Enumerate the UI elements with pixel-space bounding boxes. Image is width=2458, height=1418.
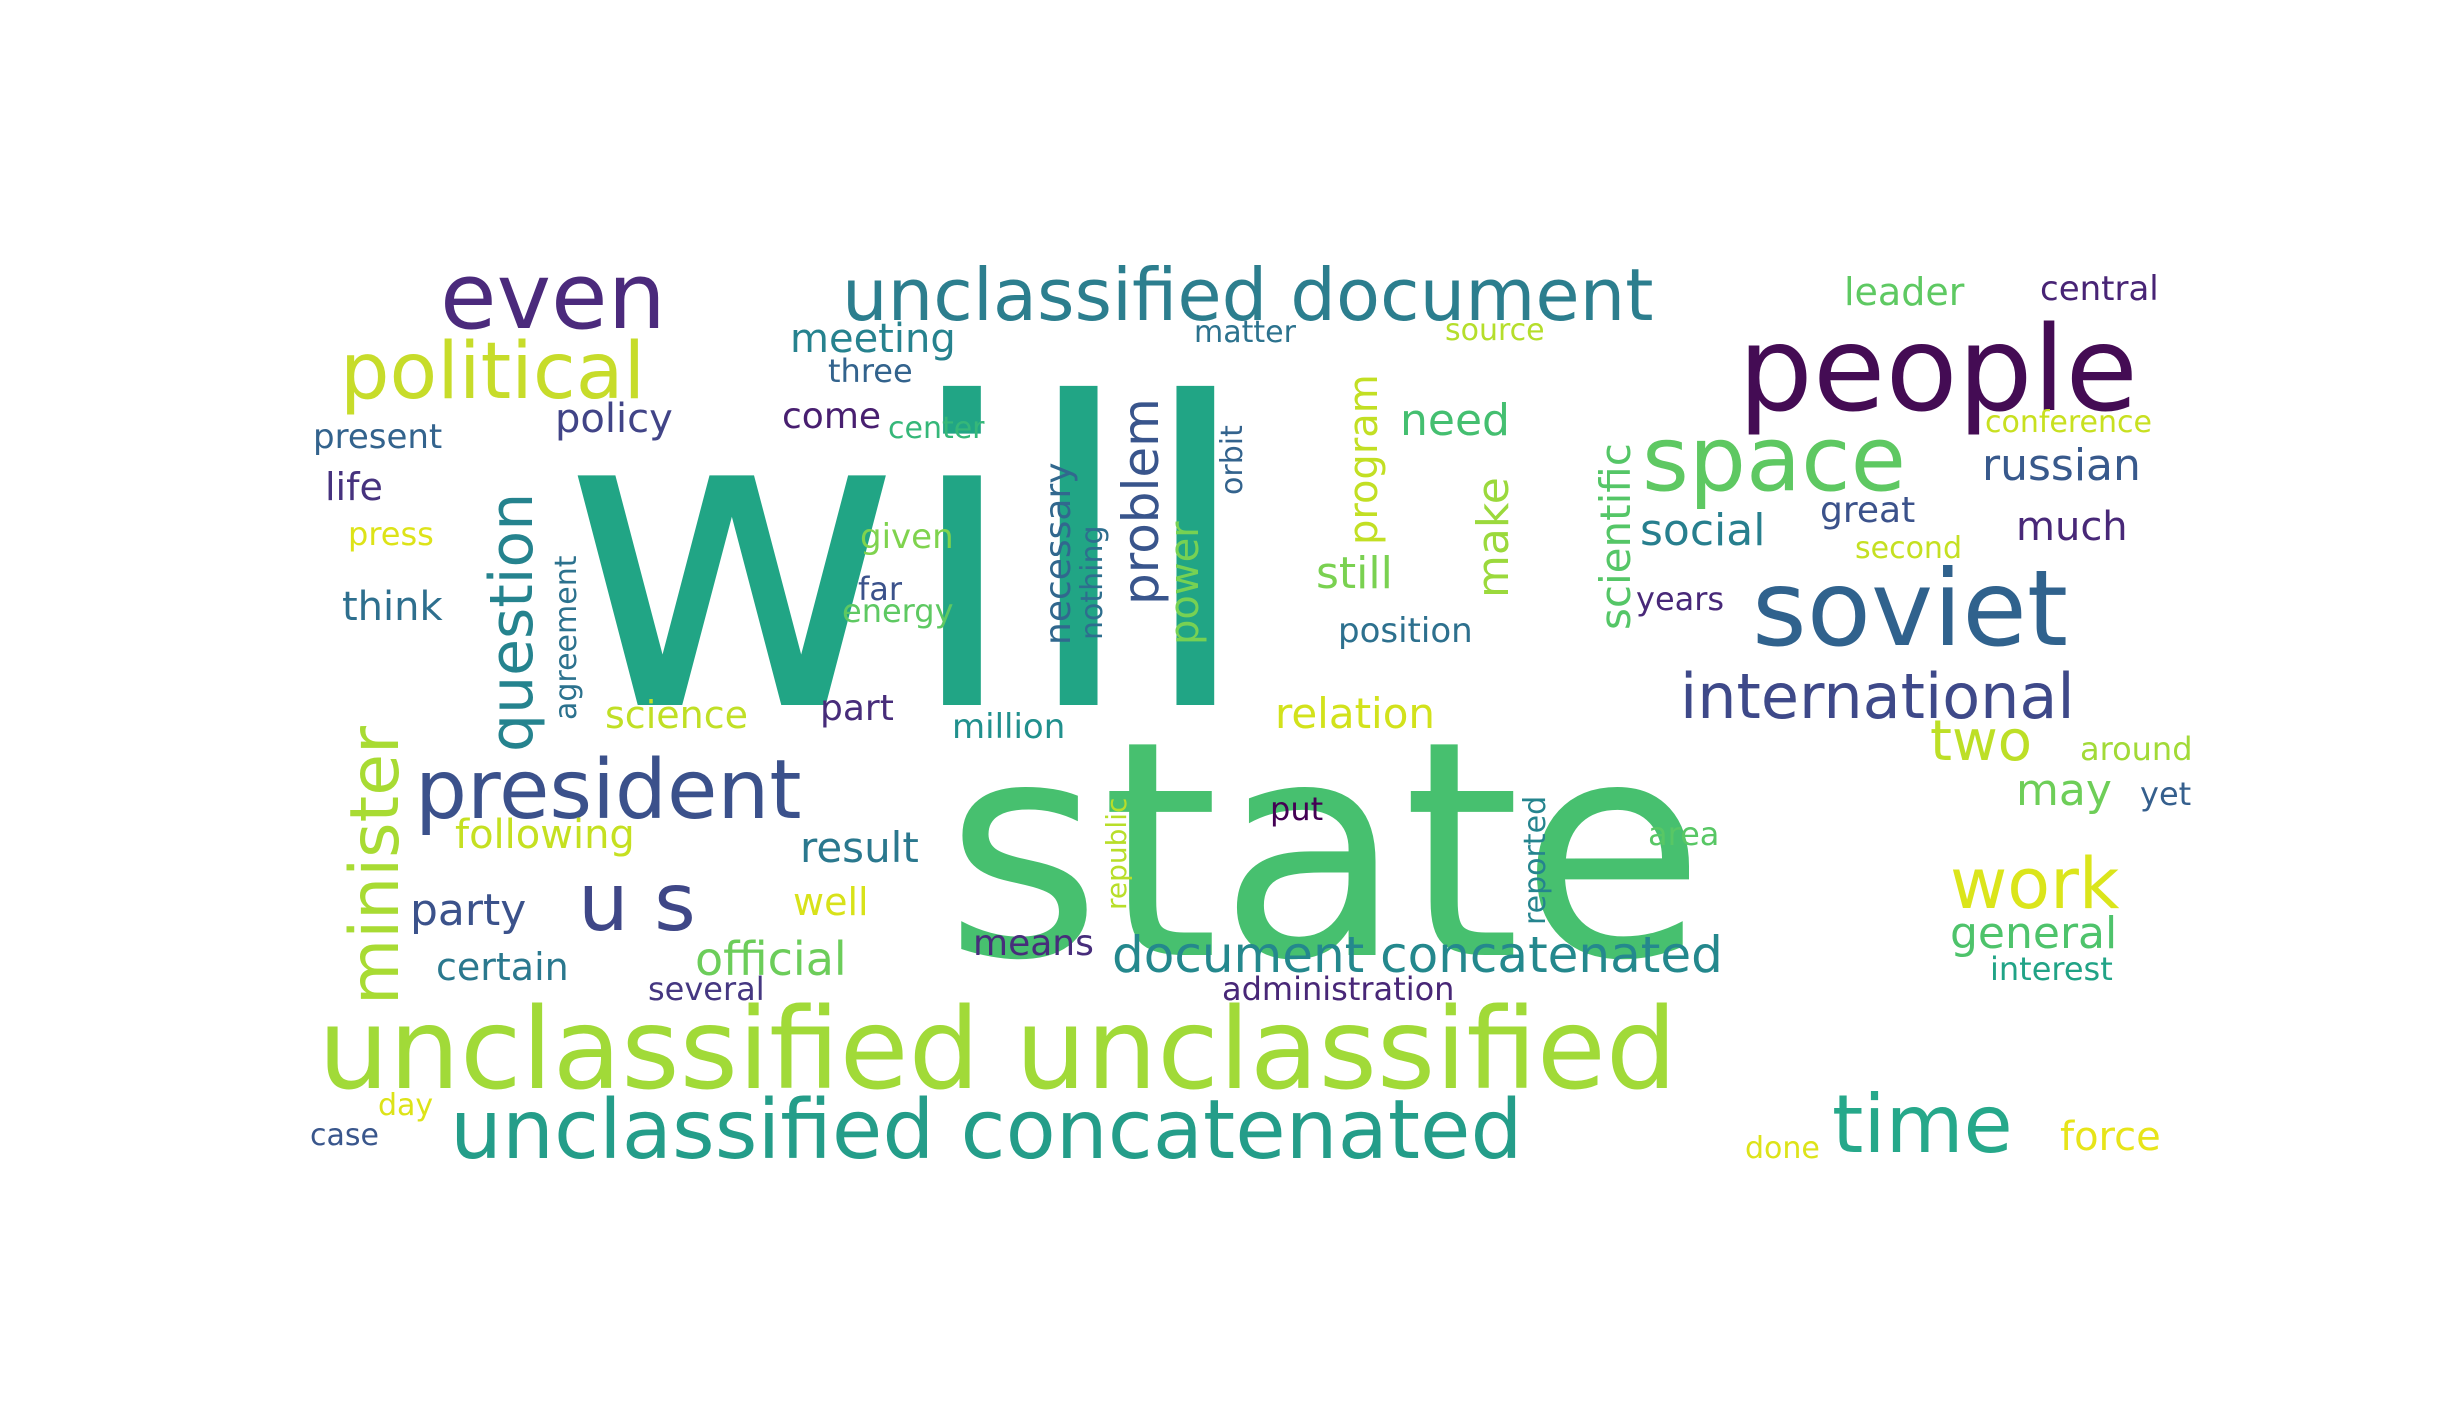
word-energy: energy (842, 592, 954, 630)
word-political: political (340, 327, 645, 417)
word-policy: policy (555, 396, 673, 442)
word-three: three (828, 352, 913, 390)
word-program: program (1341, 374, 1387, 545)
word-republic: republic (1100, 798, 1133, 910)
word-work: work (1950, 843, 2120, 925)
word-put: put (1270, 790, 1323, 828)
word-president: president (415, 743, 802, 838)
word-several: several (648, 970, 765, 1008)
word-still: still (1316, 548, 1393, 599)
word-case: case (310, 1118, 379, 1153)
word-great: great (1820, 490, 1915, 531)
word-necessary: necessary (1038, 462, 1079, 645)
word-international: international (1680, 660, 2075, 733)
word-far: far (858, 570, 903, 608)
word-result: result (800, 823, 919, 872)
word-means: means (973, 923, 1094, 964)
word-scientific: scientific (1591, 443, 1640, 630)
word-interest: interest (1990, 950, 2113, 988)
word-day: day (378, 1088, 433, 1123)
word-will: will (560, 316, 1254, 805)
word-second: second (1855, 531, 1962, 566)
word-given: given (860, 517, 954, 557)
word-social: social (1640, 505, 1765, 556)
word-u-s: u s (578, 856, 696, 949)
word-russian: russian (1982, 440, 2141, 491)
word-nothing: nothing (1075, 525, 1110, 640)
word-may: may (2016, 765, 2112, 816)
word-people: people (1738, 300, 2138, 438)
word-central: central (2040, 269, 2159, 309)
word-official: official (695, 932, 847, 986)
word-general: general (1950, 908, 2117, 959)
word-certain: certain (436, 945, 569, 989)
word-leader: leader (1844, 270, 1965, 314)
word-agreement: agreement (549, 555, 584, 720)
word-problem: problem (1112, 398, 1170, 605)
word-area: area (1648, 815, 1719, 853)
word-source: source (1445, 313, 1545, 348)
word-years: years (1636, 580, 1724, 618)
word-present: present (313, 417, 442, 457)
word-unclassified-concatenated: unclassified concatenated (450, 1083, 1523, 1178)
word-administration: administration (1222, 970, 1454, 1008)
word-center: center (888, 411, 985, 446)
word-relation: relation (1275, 689, 1435, 738)
word-matter: matter (1194, 315, 1297, 350)
word-yet: yet (2140, 775, 2191, 813)
word-part: part (820, 688, 894, 729)
word-time: time (1832, 1078, 2013, 1171)
word-make: make (1468, 477, 1519, 598)
word-two: two (1930, 709, 2032, 774)
word-force: force (2060, 1114, 2161, 1160)
word-space: space (1642, 407, 1906, 512)
word-done: done (1745, 1131, 1820, 1166)
word-much: much (2016, 504, 2128, 550)
word-document-concatenated: document concatenated (1112, 926, 1723, 984)
word-life: life (325, 465, 383, 509)
word-power: power (1162, 521, 1208, 645)
word-orbit: orbit (1215, 425, 1250, 495)
word-position: position (1338, 611, 1473, 651)
word-reported: reported (1518, 796, 1553, 925)
word-soviet: soviet (1752, 548, 2068, 670)
word-question: question (477, 493, 547, 752)
word-need: need (1400, 395, 1510, 446)
word-million: million (952, 707, 1065, 747)
word-even: even (440, 243, 666, 350)
word-unclassified-unclassified: unclassified unclassified (318, 985, 1677, 1115)
word-minister: minister (336, 726, 415, 1005)
word-around: around (2080, 730, 2193, 768)
word-science: science (605, 693, 748, 737)
word-unclassified-document: unclassified document (842, 253, 1654, 337)
word-think: think (342, 584, 444, 630)
word-following: following (455, 812, 635, 858)
word-come: come (782, 396, 881, 437)
word-meeting: meeting (790, 316, 956, 362)
word-press: press (348, 515, 434, 553)
word-well: well (793, 880, 869, 924)
word-conference: conference (1985, 405, 2152, 440)
word-state: state (945, 677, 1705, 1026)
word-party: party (410, 885, 526, 936)
